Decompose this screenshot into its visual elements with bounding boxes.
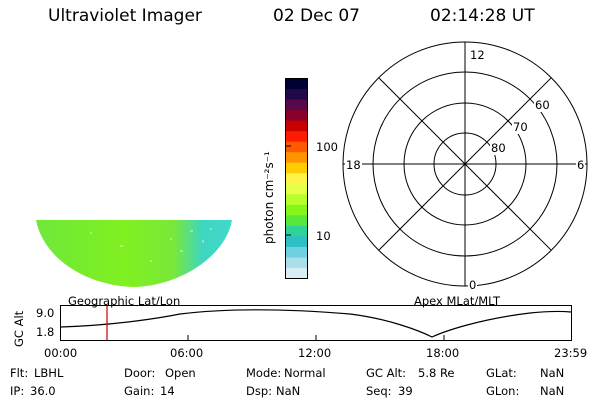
colorbar-segment [286, 246, 307, 259]
time-label: 02:14:28 UT [430, 6, 535, 26]
geographic-label: Geographic Lat/Lon [68, 294, 181, 308]
colorbar-segment [286, 257, 307, 269]
altitude-plot [60, 305, 572, 341]
colorbar-segment [286, 99, 307, 111]
info-mode-key: Mode: [246, 366, 282, 380]
apex-label: Apex MLat/MLT [414, 294, 501, 308]
info-seq-key: Seq: [366, 384, 392, 398]
date-label: 02 Dec 07 [273, 6, 360, 26]
info-dsp-val: NaN [276, 384, 301, 398]
colorbar-segment [286, 141, 307, 153]
altitude-curve [60, 309, 572, 338]
colorbar-segment [286, 110, 307, 122]
info-door-val: Open [165, 366, 196, 380]
altitude-ymin: 1.8 [36, 325, 55, 339]
info-flt-val: LBHL [34, 366, 64, 380]
colorbar-segment [286, 194, 307, 206]
info-gain-key: Gain: [124, 384, 155, 398]
altitude-ymax: 9.0 [36, 306, 55, 320]
polar-label-top: 12 [469, 48, 486, 62]
colorbar-segment [286, 131, 307, 143]
colorbar-segment [286, 204, 307, 216]
polar-lat-80: 80 [490, 141, 507, 155]
info-glon-val: NaN [540, 384, 565, 398]
colorbar-segment [286, 225, 307, 237]
polar-label-right: 6 [576, 158, 586, 172]
swath-speckle [90, 228, 212, 262]
info-mode-val: Normal [284, 366, 326, 380]
x-tick-4: 23:59 [554, 346, 588, 360]
info-glat-val: NaN [540, 366, 565, 380]
colorbar-segment [286, 89, 307, 101]
swath-shape [36, 220, 232, 287]
info-flt-key: Flt: [10, 366, 29, 380]
geographic-image [36, 220, 232, 287]
colorbar-tick-100: 100 [316, 140, 338, 154]
colorbar-segment [286, 215, 307, 227]
info-dsp-key: Dsp: [246, 384, 273, 398]
info-glon-key: GLon: [486, 384, 520, 398]
colorbar-segment [286, 183, 307, 195]
colorbar-segment [286, 236, 307, 248]
colorbar-segment [286, 152, 307, 164]
colorbar-segment [286, 267, 307, 280]
info-door-key: Door: [124, 366, 156, 380]
polar-plot [342, 41, 588, 287]
info-gcalt-val: 5.8 Re [418, 366, 455, 380]
polar-label-left: 18 [345, 158, 362, 172]
x-tick-1: 06:00 [170, 346, 204, 360]
info-gcalt-key: GC Alt: [366, 366, 407, 380]
x-tick-3: 18:00 [426, 346, 460, 360]
info-ip-key: IP: [10, 384, 25, 398]
colorbar-unit-label: photon cm⁻²s⁻¹ [262, 151, 276, 244]
colorbar-segment [286, 78, 307, 90]
colorbar-segment [286, 162, 307, 174]
colorbar-segment [286, 120, 307, 132]
colorbar-tick-10: 10 [316, 229, 331, 243]
polar-label-bottom: 0 [468, 278, 478, 292]
colorbar [285, 78, 308, 280]
instrument-title: Ultraviolet Imager [48, 6, 202, 26]
x-tick-0: 00:00 [44, 346, 78, 360]
colorbar-segment [286, 173, 307, 185]
x-tick-2: 12:00 [298, 346, 332, 360]
polar-lat-60: 60 [534, 98, 551, 112]
altitude-axis-label: GC Alt [12, 310, 26, 347]
info-seq-val: 39 [398, 384, 413, 398]
info-glat-key: GLat: [486, 366, 517, 380]
info-gain-val: 14 [160, 384, 175, 398]
info-ip-val: 36.0 [30, 384, 56, 398]
polar-lat-70: 70 [512, 120, 529, 134]
